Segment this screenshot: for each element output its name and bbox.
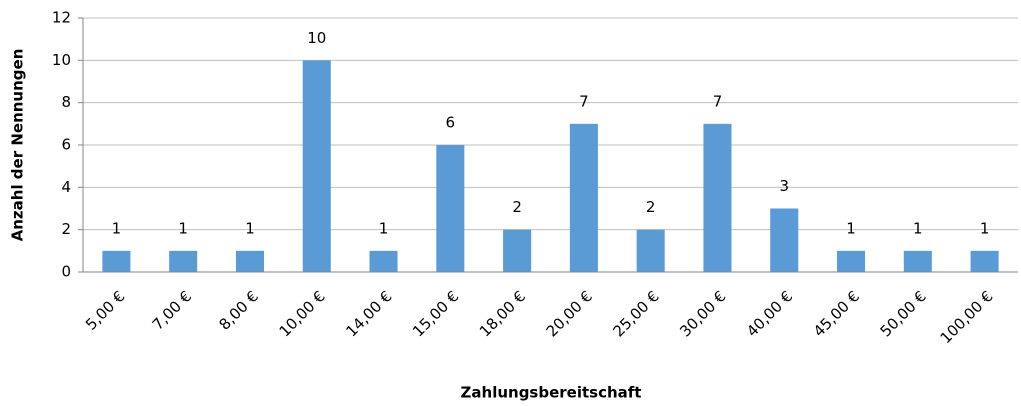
bar [503, 229, 532, 272]
y-tick-label: 4 [61, 178, 71, 196]
y-axis-title: Anzahl der Nennungen [9, 49, 27, 242]
x-tick-label: 7,00 € [149, 287, 195, 333]
bar [903, 250, 932, 272]
bar [302, 60, 331, 273]
x-tick-label: 18,00 € [476, 287, 529, 340]
x-tick-label: 14,00 € [342, 287, 395, 340]
y-tick-label: 6 [61, 136, 71, 154]
data-label: 1 [846, 219, 856, 237]
x-axis-title: Zahlungsbereitschaft [461, 384, 642, 402]
bar [102, 250, 131, 272]
x-tick-label: 5,00 € [82, 287, 128, 333]
x-tick-label: 20,00 € [543, 287, 596, 340]
bar [770, 208, 799, 272]
x-tick-label: 100,00 € [937, 287, 997, 347]
bar [703, 123, 732, 272]
bar [235, 250, 264, 272]
bar [369, 250, 398, 272]
data-label: 1 [980, 219, 990, 237]
bar [169, 250, 198, 272]
x-tick-label: 15,00 € [409, 287, 462, 340]
data-label: 2 [512, 198, 522, 216]
y-tick-label: 0 [61, 263, 71, 281]
data-label: 2 [646, 198, 656, 216]
data-label: 1 [112, 219, 122, 237]
x-tick-label: 50,00 € [877, 287, 930, 340]
data-label: 1 [245, 219, 255, 237]
y-tick-label: 12 [52, 9, 71, 27]
y-tick-label: 2 [61, 220, 71, 238]
data-label: 1 [913, 219, 923, 237]
data-label: 3 [779, 177, 789, 195]
y-tick-label: 10 [52, 51, 71, 69]
x-tick-label: 25,00 € [609, 287, 662, 340]
x-tick-label: 45,00 € [810, 287, 863, 340]
bar [837, 250, 866, 272]
x-tick-label: 30,00 € [676, 287, 729, 340]
data-label: 7 [713, 92, 723, 110]
x-tick-label: 10,00 € [276, 287, 329, 340]
data-label: 1 [379, 219, 389, 237]
bar [436, 145, 465, 272]
bar [636, 229, 665, 272]
bar [970, 250, 999, 272]
x-tick-label: 8,00 € [216, 287, 262, 333]
data-label: 6 [446, 114, 456, 132]
data-label: 7 [579, 92, 589, 110]
data-label: 10 [307, 29, 326, 47]
y-tick-label: 8 [61, 93, 71, 111]
bar [569, 123, 598, 272]
data-label: 1 [178, 219, 188, 237]
x-tick-label: 40,00 € [743, 287, 796, 340]
